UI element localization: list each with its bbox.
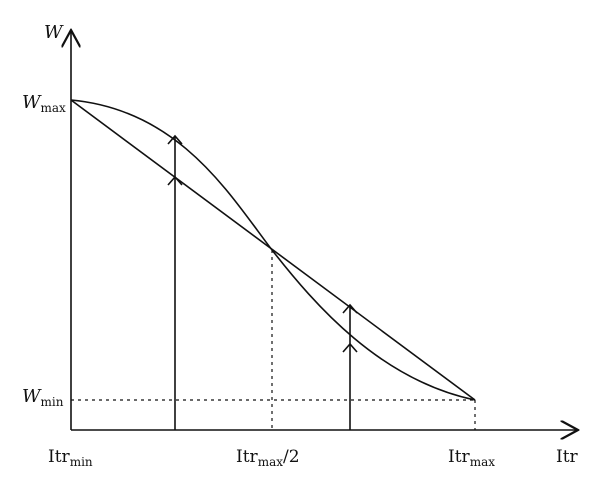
x-axis-label: Itr xyxy=(556,447,579,467)
itr-max-label: Itrmax xyxy=(448,447,495,469)
wmin-label: Wmin xyxy=(22,386,64,409)
right-arrowhead-mid-icon xyxy=(342,342,358,353)
y-axis-label: W xyxy=(44,22,64,43)
left-arrowhead-top-icon xyxy=(167,134,183,145)
wmax-label: Wmax xyxy=(22,92,66,115)
itr-min-label: Itrmin xyxy=(48,447,93,469)
itr-mid-label: Itrmax/2 xyxy=(236,447,300,469)
left-arrowhead-mid-icon xyxy=(167,175,183,186)
right-arrowhead-top-icon xyxy=(342,303,358,314)
